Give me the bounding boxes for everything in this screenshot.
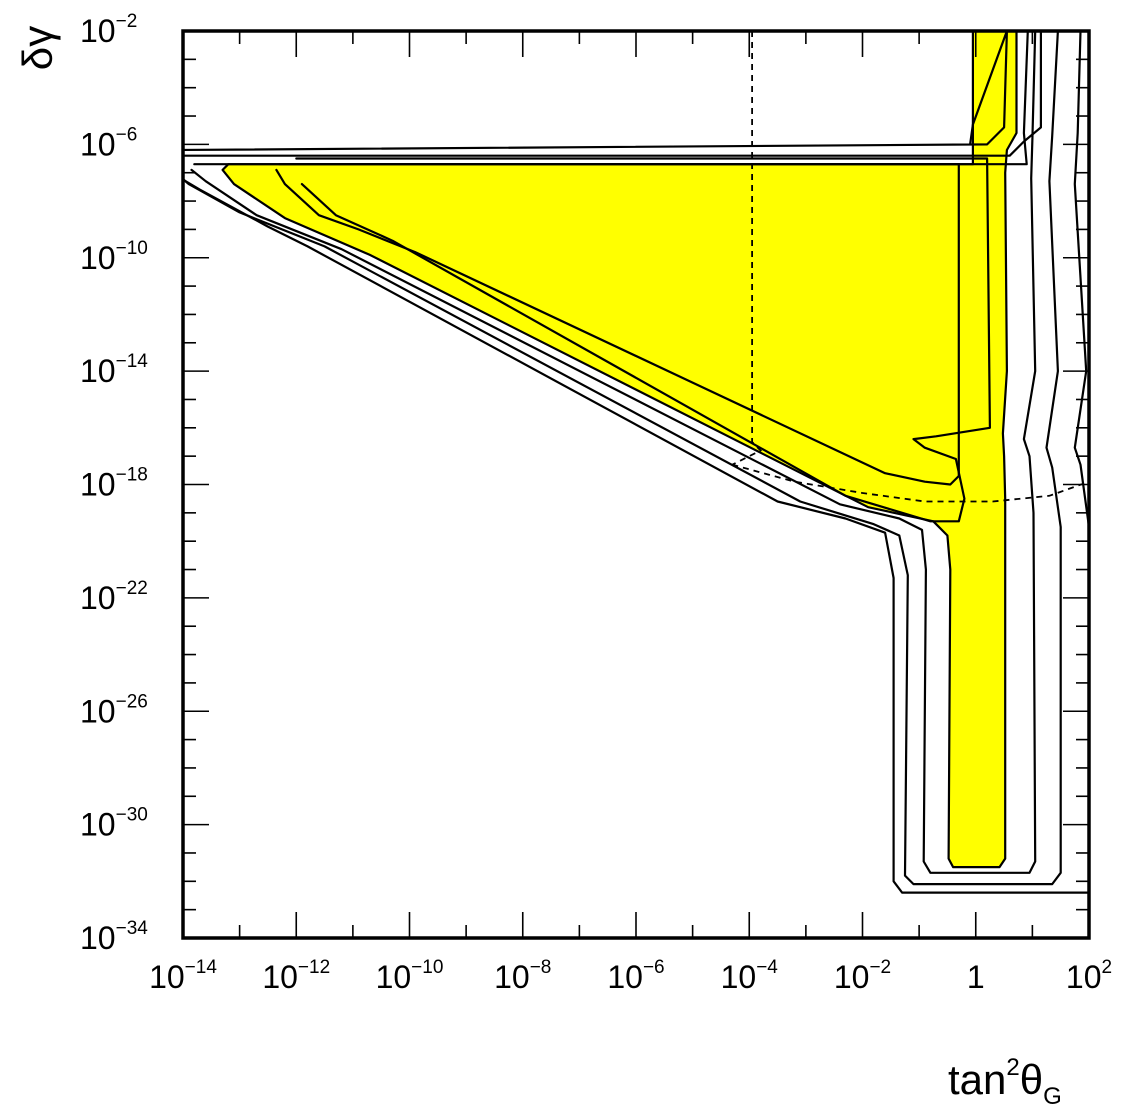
x-tick-label: 10−12 (262, 957, 330, 995)
y-tick-label: 10−2 (80, 11, 137, 49)
y-tick-label: 10−18 (80, 465, 148, 503)
contour-line-outer-band (152, 31, 1007, 161)
x-tick-label: 10−2 (834, 957, 891, 995)
y-axis-title: δγ (14, 26, 61, 70)
x-axis-title-main: θ (1020, 1056, 1043, 1103)
x-tick-label: 10−6 (607, 957, 664, 995)
x-tick-labels: 10−14 10−12 10−10 10−8 10−6 10−4 10−2 1 102 (149, 957, 1112, 995)
x-axis-title-base: tan (948, 1056, 1006, 1103)
y-tick-label: 10−26 (80, 691, 148, 729)
y-tick-label: 10−10 (80, 238, 148, 276)
x-tick-label: 102 (1066, 957, 1112, 995)
x-tick-label: 1 (967, 959, 985, 995)
y-tick-label: 10−6 (80, 124, 137, 162)
x-axis-title-sup: 2 (1006, 1054, 1019, 1081)
x-tick-label: 10−14 (149, 957, 217, 995)
y-tick-label: 10−14 (80, 351, 148, 389)
plot-area (152, 31, 1109, 893)
y-tick-label: 10−30 (80, 805, 148, 843)
y-tick-labels: 10−2 10−6 10−10 10−14 10−18 10−22 10−26 10−30 10… (80, 11, 148, 956)
x-axis-title: tan2θG (948, 1054, 1062, 1110)
x-axis-title-sub: G (1043, 1083, 1062, 1110)
y-tick-label: 10−22 (80, 578, 148, 616)
x-tick-label: 10−10 (376, 957, 444, 995)
x-tick-label: 10−4 (721, 957, 779, 995)
x-tick-label: 10−8 (494, 957, 551, 995)
y-tick-label: 10−34 (80, 918, 148, 956)
